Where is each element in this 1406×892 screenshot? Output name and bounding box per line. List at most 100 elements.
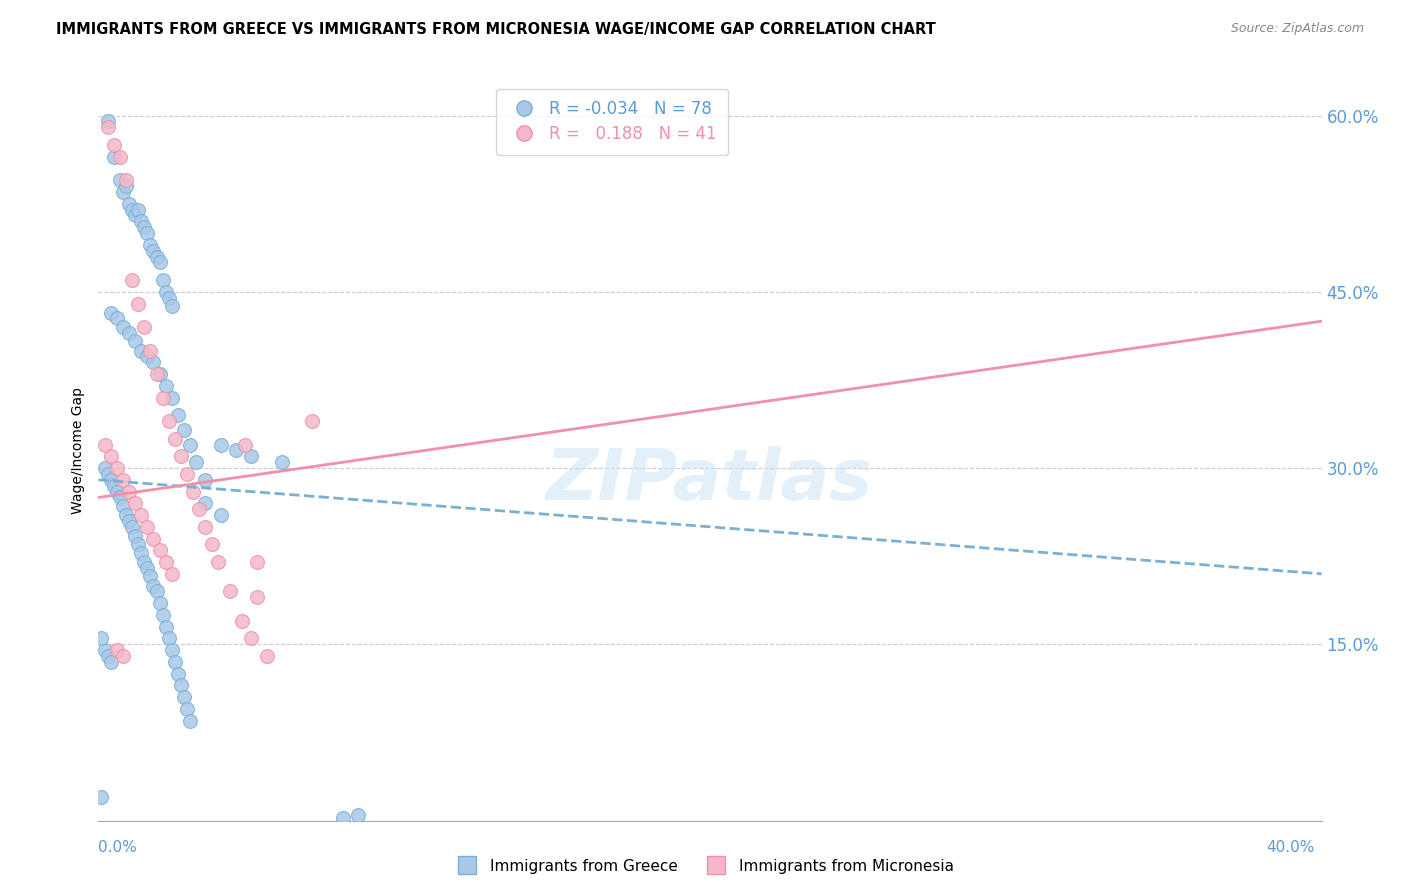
Legend: Immigrants from Greece, Immigrants from Micronesia: Immigrants from Greece, Immigrants from … <box>446 853 960 880</box>
Point <box>136 226 159 240</box>
Point <box>160 643 183 657</box>
Point <box>129 546 152 560</box>
Point <box>118 326 141 340</box>
Point <box>240 450 263 464</box>
Point <box>163 432 186 446</box>
Point <box>97 649 120 664</box>
Point <box>115 173 138 187</box>
Point <box>127 296 149 310</box>
Point <box>93 643 115 657</box>
Point <box>97 467 120 481</box>
Point <box>152 273 174 287</box>
Point <box>118 484 141 499</box>
Y-axis label: Wage/Income Gap: Wage/Income Gap <box>72 387 86 514</box>
Point <box>160 299 183 313</box>
Point <box>100 450 122 464</box>
Point <box>194 473 217 487</box>
Point <box>163 655 186 669</box>
Point <box>145 584 167 599</box>
Point <box>179 437 201 451</box>
Point <box>97 120 120 135</box>
Point <box>240 632 263 646</box>
Text: IMMIGRANTS FROM GREECE VS IMMIGRANTS FROM MICRONESIA WAGE/INCOME GAP CORRELATION: IMMIGRANTS FROM GREECE VS IMMIGRANTS FRO… <box>56 22 936 37</box>
Point <box>134 220 156 235</box>
Point <box>167 408 190 422</box>
Point <box>100 655 122 669</box>
Point <box>108 150 131 164</box>
Point <box>121 202 143 217</box>
Point <box>127 202 149 217</box>
Point <box>129 214 152 228</box>
Point <box>103 150 125 164</box>
Point <box>176 467 198 481</box>
Point <box>233 437 256 451</box>
Point <box>332 811 354 825</box>
Point <box>157 291 180 305</box>
Point <box>157 632 180 646</box>
Point <box>105 310 128 325</box>
Point <box>176 702 198 716</box>
Point <box>121 520 143 534</box>
Point <box>149 367 172 381</box>
Point <box>149 596 172 610</box>
Point <box>155 379 177 393</box>
Point <box>111 473 134 487</box>
Point <box>152 607 174 622</box>
Point <box>186 455 208 469</box>
Point <box>225 443 247 458</box>
Point <box>100 306 122 320</box>
Point <box>149 543 172 558</box>
Point <box>134 555 156 569</box>
Point <box>301 414 323 428</box>
Point <box>155 620 177 634</box>
Point <box>105 484 128 499</box>
Point <box>124 209 146 223</box>
Text: 40.0%: 40.0% <box>1267 840 1315 855</box>
Point <box>173 424 195 438</box>
Point <box>200 537 222 551</box>
Point <box>100 473 122 487</box>
Text: Source: ZipAtlas.com: Source: ZipAtlas.com <box>1230 22 1364 36</box>
Point <box>170 450 193 464</box>
Point <box>108 491 131 505</box>
Point <box>124 496 146 510</box>
Point <box>105 643 128 657</box>
Point <box>118 514 141 528</box>
Point <box>160 566 183 581</box>
Point <box>149 255 172 269</box>
Point <box>115 508 138 522</box>
Point <box>157 414 180 428</box>
Point <box>90 632 112 646</box>
Point <box>139 343 162 358</box>
Point <box>121 273 143 287</box>
Point <box>167 666 190 681</box>
Point <box>194 520 217 534</box>
Point <box>181 484 204 499</box>
Point <box>129 343 152 358</box>
Point <box>142 579 165 593</box>
Point <box>136 561 159 575</box>
Point <box>246 591 269 605</box>
Point <box>139 237 162 252</box>
Point <box>256 649 278 664</box>
Point <box>136 350 159 364</box>
Point <box>145 367 167 381</box>
Point <box>136 520 159 534</box>
Point <box>127 537 149 551</box>
Point <box>155 285 177 299</box>
Point <box>231 614 253 628</box>
Point <box>111 185 134 199</box>
Point <box>93 437 115 451</box>
Point <box>134 320 156 334</box>
Point <box>179 714 201 728</box>
Point <box>129 508 152 522</box>
Point <box>111 499 134 513</box>
Point <box>142 355 165 369</box>
Point <box>103 137 125 152</box>
Point <box>152 391 174 405</box>
Point <box>124 529 146 543</box>
Point <box>111 320 134 334</box>
Point <box>142 244 165 258</box>
Point <box>194 496 217 510</box>
Point <box>124 334 146 348</box>
